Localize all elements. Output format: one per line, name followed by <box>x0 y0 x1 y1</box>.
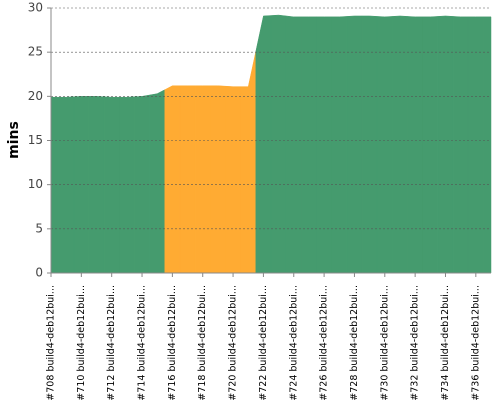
area-segment <box>331 16 348 274</box>
area-segment <box>392 15 408 274</box>
area-segment <box>301 16 317 274</box>
x-tick-label: #724 build4-deb12bui... <box>288 285 299 400</box>
area-segment <box>225 85 241 274</box>
y-tick-label: 15 <box>28 133 43 147</box>
x-tick-label: #734 build4-deb12bui... <box>440 285 451 400</box>
area-segment <box>149 89 166 274</box>
area-segment <box>346 15 363 274</box>
y-tick-label: 30 <box>28 1 43 15</box>
x-tick-label: #728 build4-deb12bui... <box>349 285 360 400</box>
x-tick-label: #718 build4-deb12bui... <box>197 285 208 400</box>
y-tick-label: 5 <box>35 221 43 235</box>
x-tick-label: #712 build4-deb12bui... <box>106 285 117 400</box>
x-tick-label: #722 build4-deb12bui... <box>258 285 269 400</box>
x-tick-label: #726 build4-deb12bui... <box>319 285 330 400</box>
area-segment <box>407 16 423 274</box>
area-segment <box>179 85 196 274</box>
area-segment <box>285 15 302 274</box>
x-tick-label: #710 build4-deb12bui... <box>76 285 87 400</box>
y-axis-label: mins <box>6 121 22 159</box>
area-segment <box>270 14 287 274</box>
y-tick-label: 10 <box>28 177 43 191</box>
area-segment <box>361 15 378 274</box>
area-segment <box>134 94 150 274</box>
y-tick-label: 20 <box>28 89 43 103</box>
area-segment <box>437 15 454 274</box>
area-segment <box>452 16 469 274</box>
x-tick-label: #736 build4-deb12bui... <box>470 285 481 400</box>
area-segment <box>467 16 484 274</box>
area-segment <box>240 51 257 274</box>
x-tick-label: #730 build4-deb12bui... <box>379 285 390 400</box>
x-tick-label: #720 build4-deb12bui... <box>228 285 239 400</box>
area-segment <box>210 85 226 274</box>
x-tick-label: #732 build4-deb12bui... <box>410 285 421 400</box>
area-segment <box>316 16 332 274</box>
y-tick-label: 25 <box>28 45 43 59</box>
area-segment <box>422 16 439 274</box>
area-segment <box>194 85 211 274</box>
y-tick-label: 0 <box>35 266 43 280</box>
area-segment <box>376 16 393 274</box>
area-segment <box>164 85 181 274</box>
x-tick-label: #716 build4-deb12bui... <box>167 285 178 400</box>
area-segment <box>50 96 59 274</box>
x-tick-label: #708 build4-deb12bui... <box>46 285 57 400</box>
area-segment <box>255 15 272 274</box>
area-segment <box>483 16 492 274</box>
x-tick-label: #714 build4-deb12bui... <box>137 285 148 400</box>
